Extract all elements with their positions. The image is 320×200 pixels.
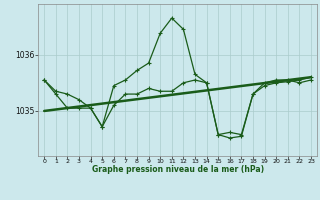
X-axis label: Graphe pression niveau de la mer (hPa): Graphe pression niveau de la mer (hPa): [92, 165, 264, 174]
